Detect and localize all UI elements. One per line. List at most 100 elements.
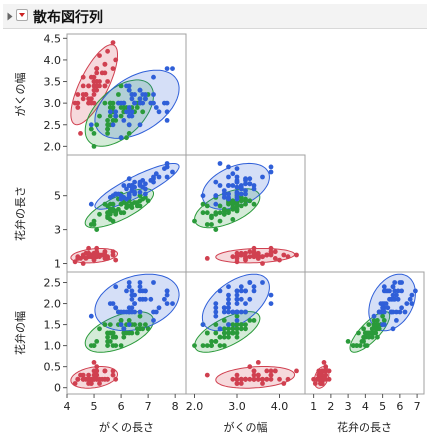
- data-point-virginica: [129, 92, 135, 97]
- data-point-versicolor: [97, 113, 102, 119]
- data-point-versicolor: [366, 322, 372, 327]
- x-tick-label: 7: [414, 400, 421, 413]
- data-point-virginica: [383, 301, 389, 306]
- data-point-virginica: [118, 196, 124, 202]
- data-point-virginica: [392, 288, 398, 294]
- data-point-setosa: [105, 376, 110, 382]
- data-point-versicolor: [234, 206, 240, 212]
- data-point-virginica: [113, 305, 119, 311]
- data-point-virginica: [247, 280, 253, 285]
- data-point-virginica: [217, 183, 223, 188]
- data-point-virginica: [164, 164, 170, 170]
- data-point-virginica: [107, 195, 113, 200]
- y-tick-label: 2.5: [44, 119, 62, 132]
- data-point-setosa: [277, 376, 282, 382]
- data-point-virginica: [116, 191, 121, 197]
- data-point-virginica: [268, 292, 274, 298]
- data-point-virginica: [390, 326, 396, 332]
- data-point-virginica: [126, 280, 132, 285]
- data-point-versicolor: [121, 334, 127, 340]
- data-point-versicolor: [209, 339, 214, 344]
- data-point-virginica: [137, 309, 143, 315]
- data-point-versicolor: [124, 205, 129, 211]
- x-tick-label: 6: [118, 400, 125, 413]
- data-point-virginica: [126, 109, 132, 115]
- x-tick-label: 2.0: [186, 400, 204, 413]
- data-point-versicolor: [217, 218, 223, 224]
- data-point-versicolor: [375, 322, 380, 327]
- data-point-versicolor: [140, 326, 146, 332]
- data-point-virginica: [226, 174, 231, 180]
- data-point-virginica: [394, 309, 399, 315]
- data-point-versicolor: [230, 198, 236, 204]
- data-point-versicolor: [226, 201, 231, 207]
- data-point-versicolor: [221, 330, 227, 336]
- data-point-virginica: [395, 288, 401, 294]
- data-point-virginica: [381, 309, 387, 315]
- data-point-virginica: [140, 178, 146, 183]
- data-point-virginica: [153, 105, 159, 110]
- data-point-versicolor: [105, 126, 110, 132]
- data-point-versicolor: [124, 135, 129, 141]
- data-point-setosa: [285, 254, 291, 260]
- x-tick-label: 5: [379, 400, 386, 413]
- data-point-virginica: [226, 305, 231, 311]
- data-point-versicolor: [134, 105, 140, 110]
- data-point-virginica: [200, 322, 206, 327]
- data-point-virginica: [164, 288, 170, 294]
- data-point-setosa: [75, 100, 81, 106]
- data-point-virginica: [385, 305, 391, 311]
- data-point-setosa: [234, 259, 240, 265]
- data-point-virginica: [110, 122, 116, 128]
- data-point-versicolor: [113, 118, 119, 123]
- data-point-versicolor: [247, 198, 253, 204]
- data-point-versicolor: [364, 343, 370, 348]
- data-point-setosa: [204, 256, 210, 261]
- x-axis-label: がくの長さ: [99, 420, 154, 434]
- data-point-versicolor: [102, 322, 108, 327]
- data-point-virginica: [113, 113, 119, 119]
- y-tick-label: 0.5: [44, 361, 62, 374]
- data-point-virginica: [234, 191, 240, 197]
- data-point-setosa: [80, 254, 86, 260]
- data-point-virginica: [137, 288, 143, 294]
- data-point-virginica: [247, 296, 253, 302]
- red-triangle-menu-icon[interactable]: [16, 9, 28, 21]
- data-point-setosa: [281, 252, 287, 258]
- y-tick-label: 5: [54, 190, 61, 203]
- data-point-versicolor: [369, 326, 375, 332]
- data-point-virginica: [217, 288, 223, 294]
- data-point-versicolor: [110, 343, 116, 348]
- data-point-versicolor: [213, 339, 219, 344]
- data-point-virginica: [226, 309, 231, 315]
- data-point-versicolor: [126, 131, 132, 136]
- data-point-versicolor: [94, 122, 100, 128]
- data-point-virginica: [238, 284, 244, 290]
- data-point-virginica: [132, 189, 138, 195]
- data-point-virginica: [404, 301, 410, 306]
- data-point-versicolor: [345, 339, 351, 344]
- data-point-setosa: [78, 131, 83, 136]
- data-point-setosa: [97, 53, 102, 58]
- data-point-versicolor: [251, 201, 257, 207]
- data-point-virginica: [390, 284, 396, 290]
- data-point-versicolor: [118, 113, 124, 119]
- data-point-versicolor: [118, 83, 124, 89]
- data-point-setosa: [94, 66, 100, 71]
- data-point-setosa: [255, 256, 261, 261]
- data-point-setosa: [91, 254, 97, 260]
- data-point-setosa: [234, 381, 240, 386]
- data-point-virginica: [399, 280, 404, 285]
- data-point-virginica: [243, 188, 248, 194]
- data-point-virginica: [221, 191, 227, 197]
- data-point-setosa: [326, 376, 332, 382]
- data-point-virginica: [238, 191, 244, 197]
- data-point-setosa: [318, 381, 323, 386]
- data-point-setosa: [86, 83, 91, 89]
- data-point-virginica: [213, 201, 219, 207]
- data-point-versicolor: [94, 339, 100, 344]
- data-point-virginica: [221, 305, 227, 311]
- data-point-versicolor: [380, 313, 385, 319]
- data-point-setosa: [105, 79, 110, 84]
- data-point-setosa: [72, 259, 78, 265]
